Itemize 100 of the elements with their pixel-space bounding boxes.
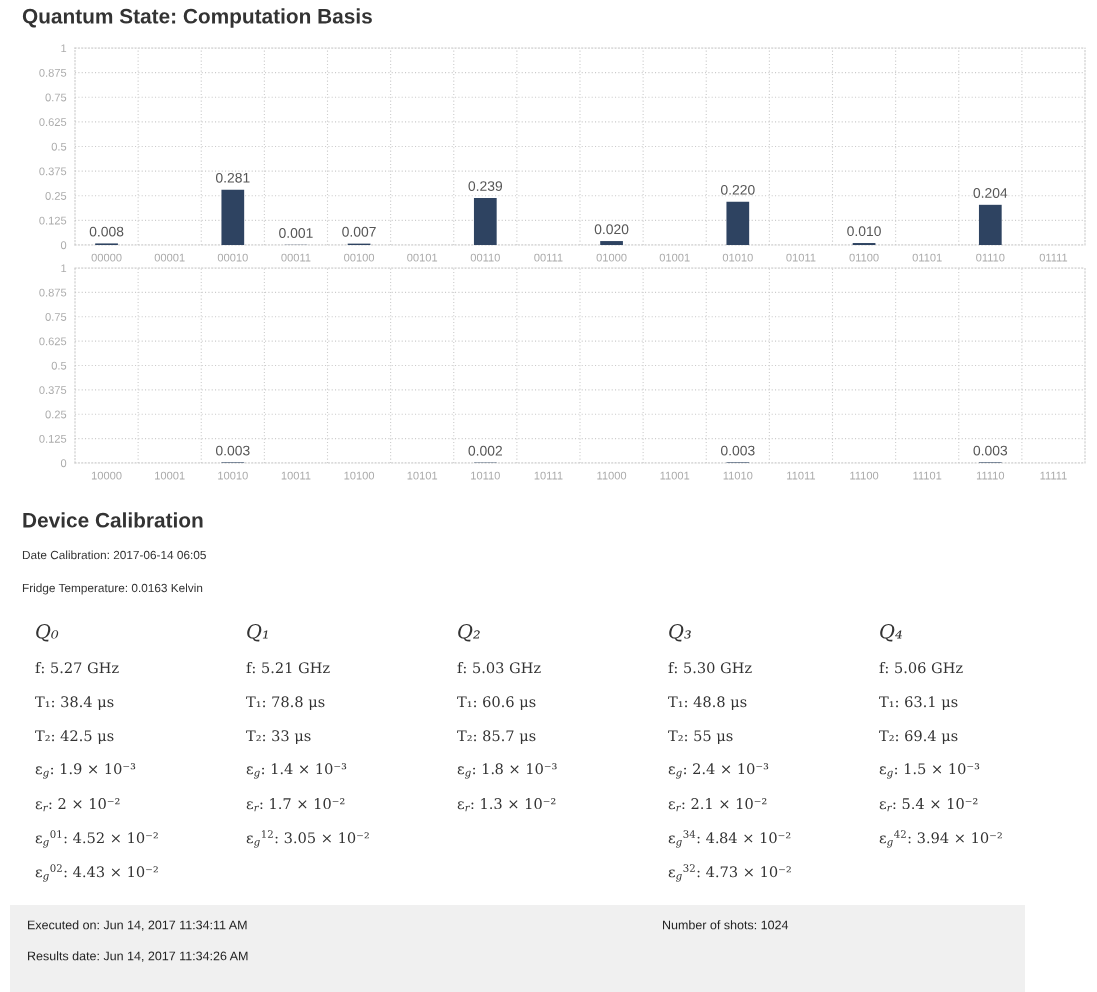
chart-title: Quantum State: Computation Basis xyxy=(22,8,372,28)
x-tick-label: 10010 xyxy=(218,471,248,480)
text: T₂: 69.4 μs xyxy=(879,730,958,745)
y-tick-label: 0.125 xyxy=(39,216,67,225)
text: ε$_{g}$: 2.4 × 10⁻³ xyxy=(668,763,769,779)
text: ε$_{g}$: 1.8 × 10⁻³ xyxy=(457,763,557,779)
text: Results date: Jun 14, 2017 11:34:26 AM xyxy=(28,951,248,962)
x-tick-label: 11011 xyxy=(787,471,816,480)
y-tick-label: 1 xyxy=(61,264,67,273)
x-tick-label: 11110 xyxy=(976,471,1005,480)
text: ε$_{r}$: 1.7 × 10⁻² xyxy=(246,798,345,812)
x-tick-label: 10110 xyxy=(471,471,500,480)
y-tick-label: 0.5 xyxy=(51,361,67,370)
x-tick-label: 01101 xyxy=(912,253,942,262)
x-tick-label: 11001 xyxy=(660,471,690,480)
text: ε$_{g}$$^{42}$: 3.94 × 10⁻² xyxy=(879,830,1002,848)
x-tick-label: 01111 xyxy=(1039,253,1068,262)
x-tick-label: 11100 xyxy=(850,471,879,480)
y-tick-label: 0.25 xyxy=(45,192,67,200)
y-tick-label: 0.375 xyxy=(39,167,67,176)
x-tick-label: 10101 xyxy=(407,471,438,480)
text: f: 5.03 GHz xyxy=(457,661,541,674)
data-label: 0.281 xyxy=(215,172,250,183)
y-tick-label: 0.5 xyxy=(51,142,67,151)
x-tick-label: 01010 xyxy=(722,253,753,262)
text: Q₁ xyxy=(247,623,268,642)
bar xyxy=(978,204,1002,245)
data-label: 0.239 xyxy=(468,181,503,192)
text: ε$_{r}$: 2 × 10⁻² xyxy=(35,798,120,812)
text: T₁: 60.6 μs xyxy=(457,696,536,711)
text: T₂: 85.7 μs xyxy=(457,730,536,745)
bar xyxy=(726,201,750,245)
text: Q₂ xyxy=(458,623,480,642)
x-tick-label: 01000 xyxy=(596,253,627,262)
data-label: 0.220 xyxy=(720,184,755,195)
x-tick-label: 11101 xyxy=(913,471,942,480)
x-tick-label: 10111 xyxy=(534,471,563,480)
x-tick-label: 00100 xyxy=(344,253,375,262)
y-tick-label: 0.75 xyxy=(45,93,67,102)
x-tick-label: 01001 xyxy=(659,253,690,262)
x-tick-label: 01110 xyxy=(976,253,1005,262)
text: ε$_{g}$$^{12}$: 3.05 × 10⁻² xyxy=(246,830,369,848)
text: Number of shots: 1024 xyxy=(663,920,789,930)
data-label: 0.008 xyxy=(89,226,124,237)
text: T₁: 63.1 μs xyxy=(879,696,958,711)
text: T₁: 78.8 μs xyxy=(246,696,325,711)
text: ε$_{g}$: 1.4 × 10⁻³ xyxy=(246,763,347,779)
data-label: 0.007 xyxy=(342,226,376,237)
y-tick-label: 0.75 xyxy=(45,313,67,321)
text: f: 5.27 GHz xyxy=(35,661,119,674)
y-tick-label: 0.625 xyxy=(39,337,67,346)
text: Fridge Temperature: 0.0163 Kelvin xyxy=(22,583,203,595)
text: Executed on: Jun 14, 2017 11:34:11 AM xyxy=(28,920,247,931)
y-tick-label: 1 xyxy=(61,44,67,53)
data-label: 0.003 xyxy=(215,445,250,456)
x-tick-label: 00101 xyxy=(407,253,438,262)
text: ε$_{r}$: 2.1 × 10⁻² xyxy=(668,798,767,812)
x-tick-label: 00110 xyxy=(470,253,500,262)
text: ε$_{g}$$^{34}$: 4.84 × 10⁻² xyxy=(668,830,791,848)
data-label: 0.010 xyxy=(847,226,881,237)
x-tick-label: 00011 xyxy=(281,253,311,262)
y-tick-label: 0.875 xyxy=(39,288,67,297)
data-label: 0.002 xyxy=(468,445,502,456)
text: T₁: 38.4 μs xyxy=(35,696,114,711)
y-tick-label: 0 xyxy=(60,459,67,468)
text: Device Calibration xyxy=(23,512,203,528)
text: ε$_{r}$: 5.4 × 10⁻² xyxy=(879,798,978,812)
x-tick-label: 10100 xyxy=(344,471,375,480)
data-label: 0.003 xyxy=(973,445,1008,456)
bar xyxy=(473,197,497,245)
y-tick-label: 0 xyxy=(60,241,67,250)
data-label: 0.204 xyxy=(973,188,1008,198)
text: f: 5.21 GHz xyxy=(246,661,330,674)
text: ε$_{r}$: 1.3 × 10⁻² xyxy=(457,798,556,812)
y-tick-label: 0.625 xyxy=(39,118,67,127)
text: ε$_{g}$$^{01}$: 4.52 × 10⁻² xyxy=(35,830,158,848)
y-tick-label: 0.375 xyxy=(39,386,67,395)
text: T₂: 33 μs xyxy=(246,730,311,745)
y-tick-label: 0.875 xyxy=(39,68,67,77)
x-tick-label: 00010 xyxy=(217,253,248,262)
text: Q₄ xyxy=(880,623,902,642)
text: ε$_{g}$$^{32}$: 4.73 × 10⁻² xyxy=(668,864,791,882)
x-tick-label: 01100 xyxy=(849,253,879,262)
text: ε$_{g}$: 1.9 × 10⁻³ xyxy=(35,763,136,779)
x-tick-label: 10011 xyxy=(281,471,311,480)
text: T₂: 55 μs xyxy=(668,730,733,745)
text: Q₃ xyxy=(669,623,691,642)
data-label: 0.001 xyxy=(279,228,313,238)
x-tick-label: 10001 xyxy=(155,471,185,480)
x-tick-label: 11000 xyxy=(597,471,627,480)
x-tick-label: 00001 xyxy=(154,253,185,262)
x-tick-label: 11111 xyxy=(1040,471,1067,480)
bar xyxy=(600,241,623,245)
bar xyxy=(221,189,245,245)
text: ε$_{g}$: 1.5 × 10⁻³ xyxy=(879,763,980,779)
text: T₁: 48.8 μs xyxy=(668,696,747,711)
y-tick-label: 0.125 xyxy=(39,434,67,443)
text: ε$_{g}$$^{02}$: 4.43 × 10⁻² xyxy=(35,864,158,882)
text: f: 5.30 GHz xyxy=(668,661,752,674)
text: T₂: 42.5 μs xyxy=(35,730,114,745)
